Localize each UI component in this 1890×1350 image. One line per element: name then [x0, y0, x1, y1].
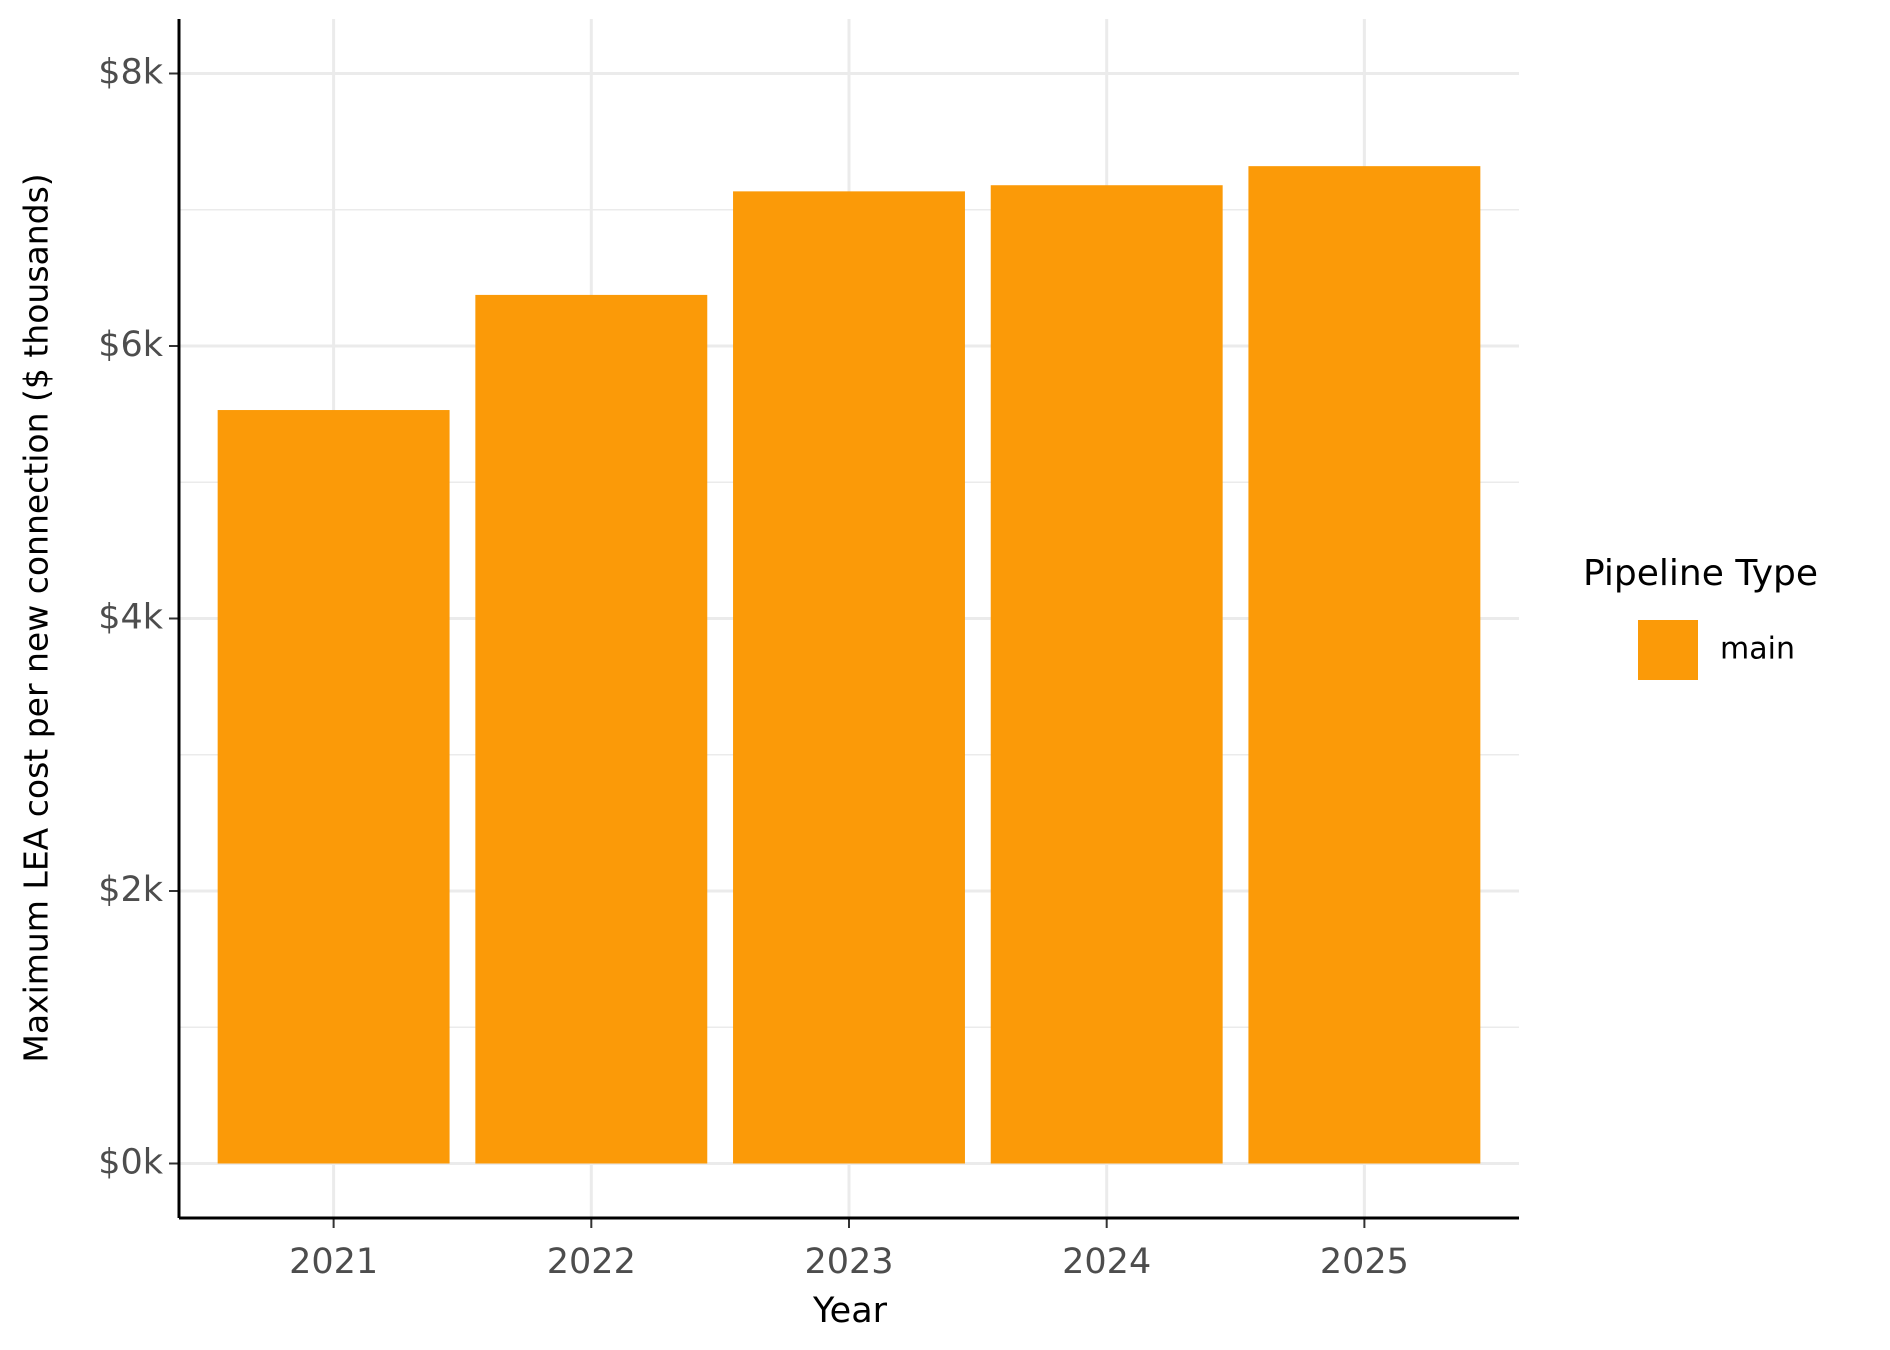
x-tick-label: 2023 [804, 1242, 893, 1282]
bar [990, 185, 1223, 1164]
legend-title: Pipeline Type [1583, 553, 1818, 594]
y-tick-label: $2k [98, 870, 164, 910]
x-tick-label: 2021 [289, 1242, 378, 1282]
x-tick-label: 2025 [1320, 1242, 1409, 1282]
y-tick-label: $4k [98, 598, 164, 638]
bar [217, 410, 450, 1164]
legend-label: main [1720, 632, 1795, 667]
y-tick-label: $8k [98, 53, 164, 93]
x-tick-label: 2024 [1062, 1242, 1151, 1282]
x-tick-label: 2022 [547, 1242, 636, 1282]
bar [475, 294, 708, 1164]
bar [1248, 166, 1481, 1164]
bar [733, 191, 965, 1164]
y-axis-title: Maximum LEA cost per new connection ($ t… [17, 173, 56, 1062]
legend-key [1638, 620, 1698, 680]
x-axis-title: Year [812, 1291, 888, 1331]
y-tick-label: $0k [98, 1143, 164, 1183]
y-tick-label: $6k [98, 325, 164, 365]
